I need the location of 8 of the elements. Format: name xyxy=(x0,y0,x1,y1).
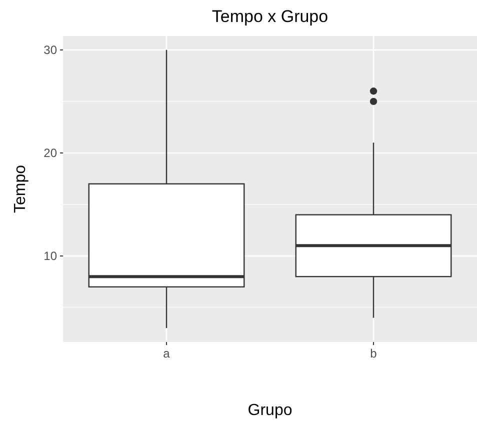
x-tick-label: b xyxy=(370,346,378,361)
y-tick-label: 30 xyxy=(44,42,58,57)
x-tick-label: a xyxy=(163,346,170,361)
y-tick-label: 20 xyxy=(44,146,58,160)
y-tick-label: 10 xyxy=(44,248,58,263)
x-axis-title: Grupo xyxy=(248,402,292,419)
y-axis-title: Tempo xyxy=(12,164,29,214)
chart-title: Tempo x Grupo xyxy=(212,7,328,26)
